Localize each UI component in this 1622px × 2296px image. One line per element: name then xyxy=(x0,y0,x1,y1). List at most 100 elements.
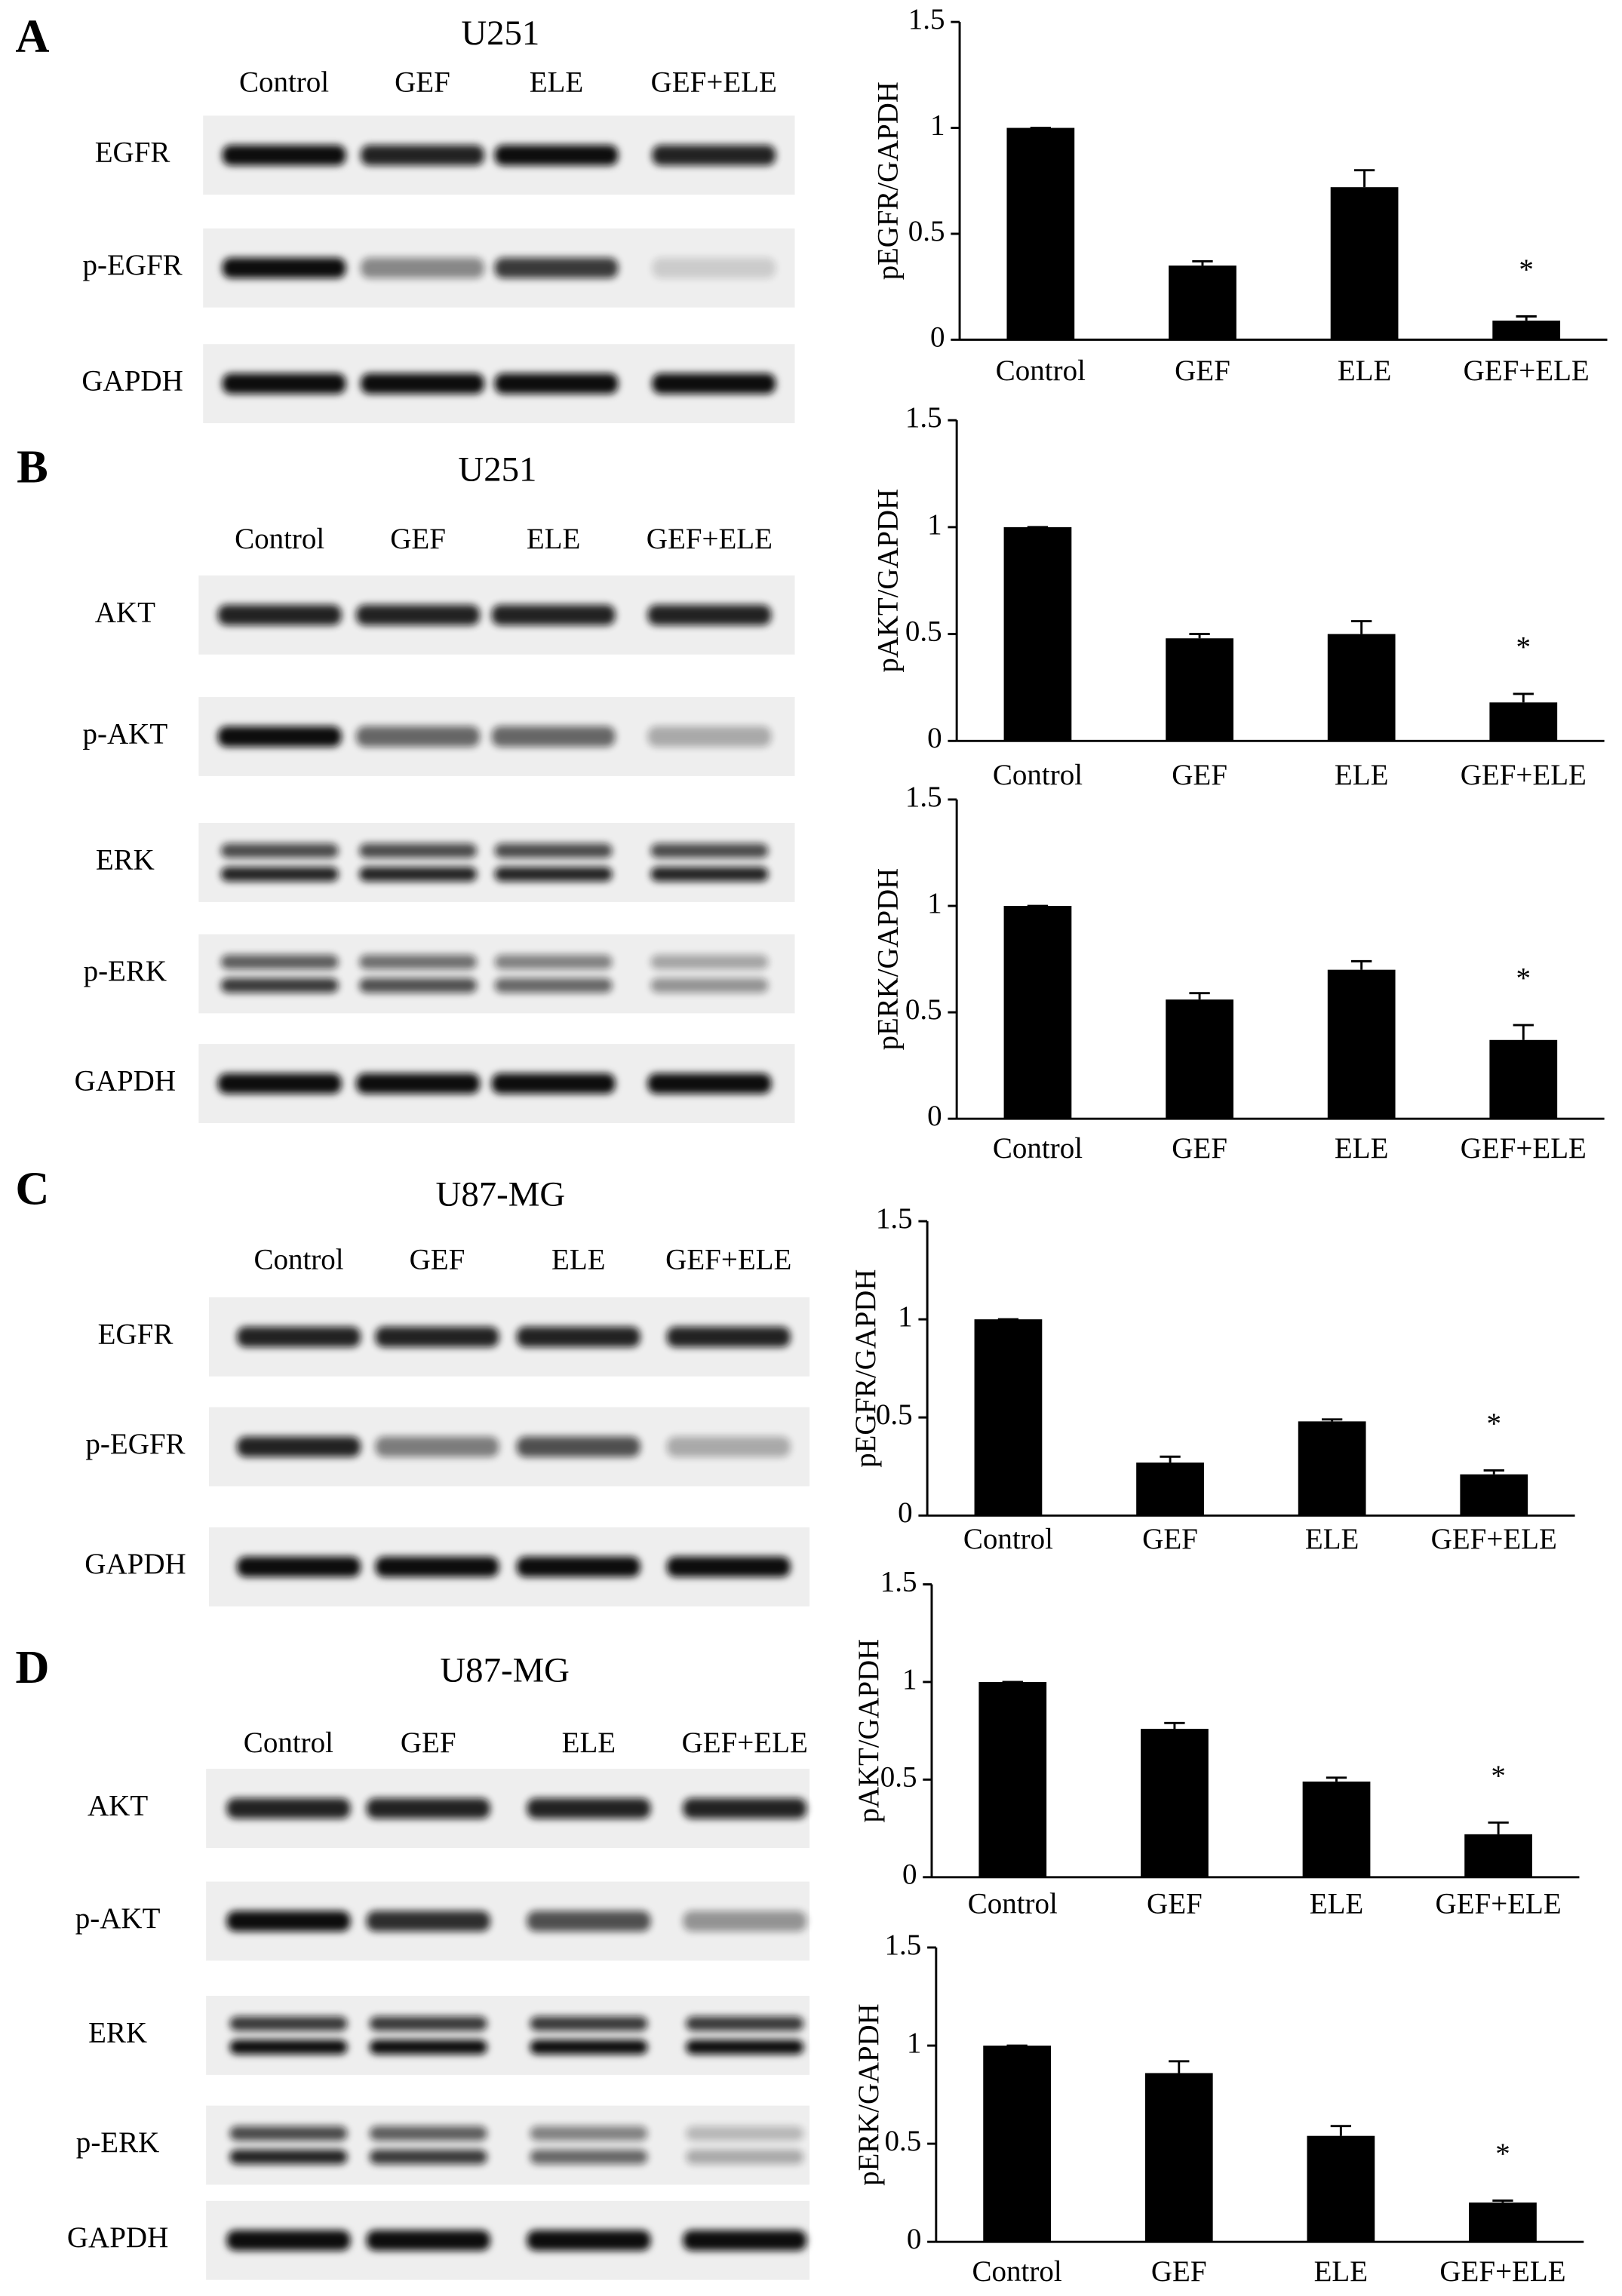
blot-band xyxy=(666,1556,791,1577)
bar xyxy=(1489,702,1558,741)
x-tick-label: GEF+ELE xyxy=(1461,1132,1587,1165)
blot-band xyxy=(666,1326,791,1348)
blot-band xyxy=(356,1073,481,1094)
y-tick-label: 1 xyxy=(902,1663,917,1696)
blot-band xyxy=(494,145,619,166)
blot-band xyxy=(494,954,613,970)
y-tick-label: 0.5 xyxy=(885,2125,922,2157)
significance-mark: * xyxy=(1491,1760,1506,1792)
blot-band xyxy=(530,2149,648,2165)
bar xyxy=(1166,999,1233,1119)
y-axis-label: pEGFR/GAPDH xyxy=(871,81,904,280)
x-tick-label: Control xyxy=(993,759,1083,791)
y-tick-label: 0.5 xyxy=(905,615,942,648)
bar xyxy=(1003,906,1072,1119)
blot-band xyxy=(686,2016,804,2031)
blot-band xyxy=(222,257,346,278)
x-tick-label: GEF xyxy=(1142,1523,1198,1555)
y-tick-label: 0.5 xyxy=(905,993,942,1026)
blot-band xyxy=(237,1436,361,1457)
bar xyxy=(978,1681,1047,1877)
x-tick-label: GEF+ELE xyxy=(1439,2255,1565,2288)
blot-band xyxy=(369,2126,487,2141)
panel-letter: D xyxy=(15,1642,49,1693)
blot-band xyxy=(359,843,478,858)
x-tick-label: GEF xyxy=(1172,1132,1227,1165)
x-tick-label: Control xyxy=(996,355,1086,387)
bar xyxy=(1307,2135,1375,2242)
blot-band xyxy=(494,978,613,993)
blot-band xyxy=(647,726,772,747)
blot-band xyxy=(375,1556,499,1577)
blot-band xyxy=(217,726,342,747)
row-label: ERK xyxy=(96,843,155,876)
blot-band xyxy=(652,145,776,166)
row-label: ERK xyxy=(88,2016,147,2049)
bar xyxy=(1141,1729,1209,1877)
blot-band xyxy=(356,726,481,747)
blot-band xyxy=(686,2149,804,2165)
x-tick-label: GEF+ELE xyxy=(1436,1888,1562,1920)
significance-mark: * xyxy=(1495,2138,1510,2170)
bar xyxy=(1136,1463,1204,1516)
error-bar xyxy=(1189,992,1210,1000)
blot-band xyxy=(356,604,481,625)
bar xyxy=(1330,187,1399,340)
lane-label: GEF+ELE xyxy=(647,523,773,555)
lane-label: Control xyxy=(239,66,329,99)
blot-band xyxy=(686,2040,804,2055)
blot-band xyxy=(647,604,772,625)
cell-line-title: U87-MG xyxy=(440,1651,570,1690)
y-tick-label: 0 xyxy=(898,1496,913,1529)
y-tick-label: 0 xyxy=(930,321,945,353)
y-axis-label: pERK/GAPDH xyxy=(871,868,904,1051)
bar xyxy=(1327,969,1396,1119)
y-tick-label: 0.5 xyxy=(908,215,945,247)
error-bar xyxy=(1351,959,1372,970)
blot-band xyxy=(375,1436,499,1457)
bar xyxy=(1298,1421,1366,1516)
lane-label: GEF xyxy=(410,1243,465,1275)
x-tick-label: ELE xyxy=(1305,1523,1359,1555)
significance-mark: * xyxy=(1516,631,1531,664)
row-label: AKT xyxy=(95,596,155,628)
blot-band xyxy=(359,954,478,970)
x-tick-label: Control xyxy=(963,1523,1053,1555)
x-tick-label: GEF+ELE xyxy=(1461,759,1587,791)
bar xyxy=(1464,1834,1532,1877)
blot-band xyxy=(237,1556,361,1577)
blot-band xyxy=(222,373,346,394)
x-tick-label: GEF xyxy=(1147,1888,1203,1920)
blot-band xyxy=(530,2016,648,2031)
blot-band xyxy=(220,867,339,882)
bar xyxy=(1492,321,1561,340)
blot-band xyxy=(220,843,339,858)
error-bar xyxy=(1483,1469,1504,1475)
x-tick-label: ELE xyxy=(1310,1888,1363,1920)
blot-band xyxy=(494,867,613,882)
blot-band xyxy=(359,978,478,993)
error-bar xyxy=(1189,633,1210,639)
row-label: p-AKT xyxy=(83,717,168,750)
y-axis-label: pERK/GAPDH xyxy=(852,2003,885,2186)
blot-band xyxy=(359,867,478,882)
blot-band xyxy=(360,373,484,394)
row-label: p-EGFR xyxy=(82,249,182,281)
bar xyxy=(1144,2073,1213,2242)
y-axis-label: pEGFR/GAPDH xyxy=(849,1269,882,1468)
blot-band xyxy=(229,2040,348,2055)
blot-band xyxy=(650,843,769,858)
blot-band xyxy=(666,1436,791,1457)
blot-band xyxy=(222,145,346,166)
error-bar xyxy=(1492,2199,1513,2203)
row-label: GAPDH xyxy=(75,1065,176,1097)
y-tick-label: 1 xyxy=(898,1300,913,1333)
blot-strip xyxy=(198,823,795,902)
row-label: GAPDH xyxy=(81,365,183,398)
y-tick-label: 0 xyxy=(907,2223,922,2255)
error-bar xyxy=(1488,1821,1509,1834)
y-tick-label: 0.5 xyxy=(876,1398,913,1431)
cell-line-title: U87-MG xyxy=(436,1175,566,1214)
error-bar xyxy=(1351,620,1372,634)
